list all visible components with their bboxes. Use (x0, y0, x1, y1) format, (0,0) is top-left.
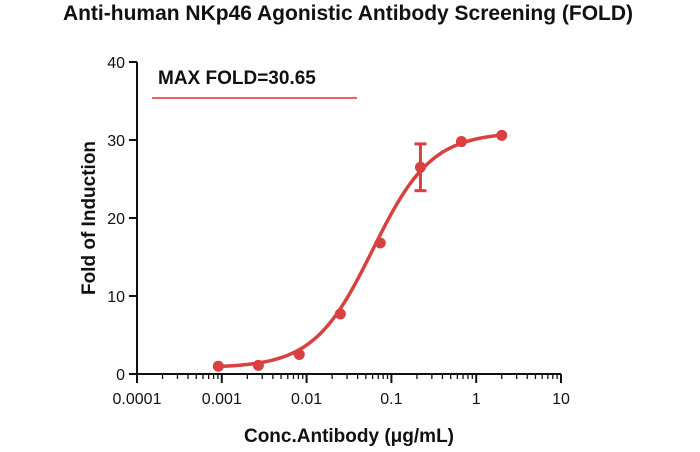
x-tick-label: 0.0001 (113, 391, 162, 408)
fit-curve (216, 133, 504, 369)
max-fold-label: MAX FOLD=30.65 (158, 68, 316, 89)
max-fold-annotation: MAX FOLD=30.65 (152, 68, 357, 99)
y-axis-label: Fold of Induction (79, 141, 100, 295)
x-tick-label: 0.01 (291, 391, 322, 408)
x-axis-label: Conc.Antibody (μg/mL) (244, 426, 454, 447)
y-tick-label: 0 (116, 367, 125, 384)
data-point (496, 129, 508, 141)
plot-area: 0 10 20 30 40 0.0001 0.001 0.01 0.1 1 10 (107, 55, 570, 408)
y-tick-label: 10 (107, 289, 125, 306)
x-axis-ticks: 0.0001 0.001 0.01 0.1 1 10 (113, 374, 570, 408)
x-tick-label: 0.1 (380, 391, 402, 408)
y-tick-label: 30 (107, 133, 125, 150)
data-point (334, 308, 346, 320)
x-tick-label: 0.001 (202, 391, 242, 408)
data-point (293, 349, 305, 360)
data-point (374, 237, 386, 249)
y-tick-label: 20 (107, 211, 125, 228)
data-point (414, 161, 426, 173)
data-points (212, 129, 508, 372)
x-tick-label: 1 (472, 391, 481, 408)
data-point (212, 360, 224, 372)
x-tick-label: 10 (552, 391, 570, 408)
y-axis-ticks: 0 10 20 30 40 (107, 55, 137, 384)
data-point (252, 359, 264, 371)
y-tick-label: 40 (107, 55, 125, 72)
data-point (455, 136, 467, 148)
chart-title: Anti-human NKp46 Agonistic Antibody Scre… (63, 2, 633, 25)
